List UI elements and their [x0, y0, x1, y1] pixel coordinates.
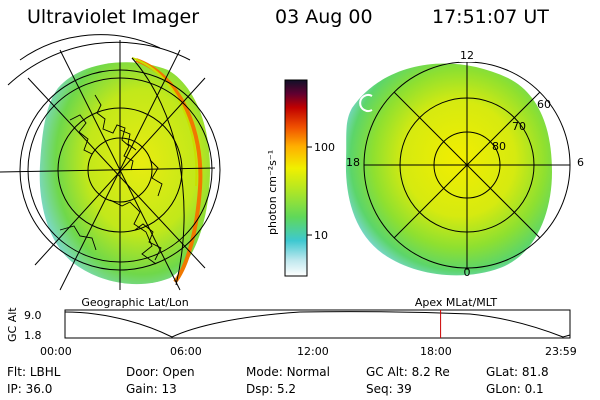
info-value: 36.0 — [25, 382, 53, 396]
info-label: GLon: — [486, 382, 521, 396]
info-label: Seq: — [366, 382, 393, 396]
mlt-12: 12 — [460, 49, 474, 62]
timeline-ytick-hi: 9.0 — [24, 309, 42, 322]
info-label: Flt: — [7, 365, 26, 379]
mlat-60: 60 — [537, 98, 551, 111]
info-value: 5.2 — [276, 382, 297, 396]
colorbar: 100 10 photon cm⁻²s⁻¹ — [266, 79, 335, 277]
info-label: Dsp: — [246, 382, 274, 396]
info-item: Seq: 39 — [366, 382, 412, 396]
info-value: 13 — [161, 382, 177, 396]
timeline-xtick: 18:00 — [420, 345, 452, 358]
info-value: Open — [162, 365, 195, 379]
mlt-0: 0 — [464, 266, 471, 279]
info-item: GLon: 0.1 — [486, 382, 544, 396]
geo-label: Geographic Lat/Lon — [81, 296, 188, 309]
timeline-ytick-lo: 1.8 — [24, 329, 42, 342]
info-value: 39 — [396, 382, 412, 396]
info-item: Flt: LBHL — [7, 365, 60, 379]
info-label: GC Alt: — [366, 365, 408, 379]
info-item: IP: 36.0 — [7, 382, 52, 396]
info-item: Gain: 13 — [126, 382, 177, 396]
mlt-label: Apex MLat/MLT — [415, 296, 498, 309]
info-item: Dsp: 5.2 — [246, 382, 296, 396]
colorbar-tick-10: 10 — [314, 229, 328, 242]
time-label: 17:51:07 UT — [432, 6, 549, 28]
geographic-map — [0, 34, 221, 291]
info-label: Mode: — [246, 365, 283, 379]
info-item: Door: Open — [126, 365, 195, 379]
info-label: Gain: — [126, 382, 158, 396]
info-item: GLat: 81.8 — [486, 365, 549, 379]
info-value: Normal — [286, 365, 330, 379]
colorbar-unit: photon cm⁻²s⁻¹ — [266, 150, 279, 235]
info-item: GC Alt: 8.2 Re — [366, 365, 450, 379]
mlat-mlt-polar: 12 18 6 0 60 70 80 — [345, 49, 584, 279]
timeline-ylabel: GC Alt — [6, 307, 19, 342]
info-label: GLat: — [486, 365, 519, 379]
timeline-xtick: 12:00 — [297, 345, 329, 358]
mlat-80: 80 — [492, 140, 506, 153]
altitude-timeline: 9.0 1.8 GC Alt 00:00 06:00 12:00 18:00 2… — [6, 307, 577, 358]
colorbar-tick-100: 100 — [314, 141, 335, 154]
mlt-6: 6 — [577, 156, 584, 169]
mlt-18: 18 — [346, 156, 360, 169]
instrument-title: Ultraviolet Imager — [27, 6, 200, 28]
mlat-70: 70 — [512, 120, 526, 133]
info-value: 81.8 — [521, 365, 549, 379]
auroral-arc — [135, 58, 203, 284]
info-value: 0.1 — [524, 382, 544, 396]
mlt-emission — [345, 63, 552, 276]
info-item: Mode: Normal — [246, 365, 330, 379]
timeline-xtick: 23:59 — [545, 345, 577, 358]
date-label: 03 Aug 00 — [275, 6, 373, 28]
info-value: LBHL — [29, 365, 61, 379]
timeline-xtick: 06:00 — [170, 345, 202, 358]
timeline-xtick: 00:00 — [40, 345, 72, 358]
info-label: Door: — [126, 365, 159, 379]
altitude-curve — [64, 311, 571, 338]
info-value: 8.2 Re — [411, 365, 450, 379]
info-label: IP: — [7, 382, 22, 396]
